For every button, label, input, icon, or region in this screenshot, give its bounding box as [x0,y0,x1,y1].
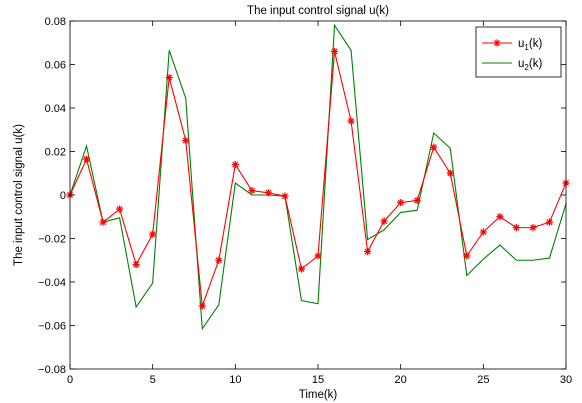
x-tick-label: 20 [395,374,407,386]
data-point [198,302,206,310]
data-point [413,196,421,205]
x-tick-label: 0 [67,374,73,386]
legend-label: u1(k) [518,38,542,52]
data-point [82,155,91,163]
data-point [496,213,504,221]
y-tick-label: 0.06 [45,60,66,72]
data-point [380,217,388,225]
data-point [132,261,140,269]
y-tick-label: 0 [60,190,66,202]
y-tick-label: 0.04 [45,103,66,115]
legend-box [475,26,562,78]
data-point [364,247,372,256]
data-point [314,252,322,260]
x-tick-label: 10 [229,374,241,386]
plot-area [70,21,566,369]
legend-label-subscript: 1 [524,43,529,52]
y-tick-label: 0.02 [45,147,66,159]
data-point [463,252,471,260]
legend-label-main: u [518,38,524,50]
data-point [248,187,256,195]
data-point [446,169,454,177]
chart-title: The input control signal u(k) [247,5,389,17]
x-tick-label: 5 [150,374,156,386]
x-tick-label: 15 [312,374,324,386]
data-point [264,189,272,197]
data-point [545,218,554,226]
legend-label-main: u [518,58,524,70]
data-point [330,47,339,56]
y-axis-label: The input control signal u(k) [13,124,25,266]
x-tick-label: 25 [477,374,489,386]
data-point [347,117,355,125]
data-point [512,224,520,232]
legend-label-rest: (k) [529,38,543,50]
y-tick-label: 0.08 [45,16,66,28]
data-point [297,265,306,273]
y-tick-label: −0.06 [38,321,66,333]
y-tick-label: −0.02 [38,234,66,246]
series-layer [66,23,570,331]
data-point [231,160,239,169]
axis-ticks: 0 5 10 15 20 25 30 −0.08 −0.06 −0.04 −0.02 0 0.02 0.0… [38,16,572,386]
legend-label-rest: (k) [529,58,543,70]
legend-marker [493,39,501,47]
x-tick-label: 30 [560,374,572,386]
data-point [99,218,107,226]
x-axis-label: Time(k) [299,389,338,401]
data-point [479,228,487,236]
y-tick-label: −0.08 [38,364,66,376]
series-line-2 [69,23,567,331]
data-point [116,205,124,213]
data-point [430,143,438,151]
data-point [529,224,537,232]
data-point [149,230,157,238]
legend: u1(k)u2(k) [475,26,562,78]
legend-label: u2(k) [518,58,542,72]
data-point [165,73,173,82]
data-point [215,256,223,264]
data-point [397,199,405,207]
data-point [182,137,190,145]
legend-label-subscript: 2 [524,63,529,72]
y-tick-label: −0.04 [38,277,66,289]
data-point [281,192,289,200]
